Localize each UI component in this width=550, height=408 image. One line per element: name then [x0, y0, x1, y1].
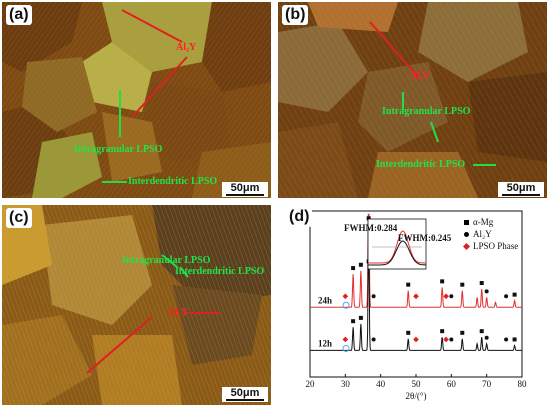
micrograph-b-image: [278, 2, 547, 198]
lpso-marker: [342, 293, 349, 300]
al2y-marker: [484, 289, 489, 294]
arrow-al2y-a2: [131, 56, 188, 118]
x-tick-label: 50: [412, 379, 422, 389]
lpso-marker: [413, 293, 419, 300]
xrd-chart: 20 30 40 50 60 70 80 2θ/(°) 24h 12h α-Mg Al₂Y LPSO P…: [306, 210, 528, 401]
arrow-al2y-c1: [86, 316, 153, 374]
x-tick-label: 20: [306, 379, 316, 389]
al2y-marker: [449, 337, 454, 342]
alpha-mg-marker: [406, 282, 411, 287]
x-tick-label: 40: [376, 379, 386, 389]
legend-marker-lpso: [462, 242, 471, 251]
alpha-mg-marker: [512, 292, 517, 297]
inset-curve-24h: [368, 230, 426, 264]
alpha-mg-marker: [406, 330, 411, 335]
panel-label-c: (c): [6, 208, 32, 228]
micrograph-c-image: [2, 205, 271, 405]
legend-label: LPSO Phase: [473, 241, 518, 251]
scale-label-a: 50μm: [230, 182, 260, 194]
micrograph-panel-a: (a) Al₂Y Intragranular LPSO Interdendrit…: [2, 2, 271, 198]
scale-bar-a: 50μm: [222, 182, 268, 197]
alpha-mg-marker: [351, 266, 356, 271]
legend-label: Al₂Y: [473, 229, 492, 239]
al2y-marker: [504, 337, 509, 342]
alpha-mg-marker: [512, 337, 517, 342]
micrograph-a-image: [2, 2, 271, 198]
x-tick-label: 30: [341, 379, 351, 389]
series-line-24h: [310, 213, 522, 308]
lpso-ring-marker: [342, 344, 350, 352]
annotation-interdendritic-c: Interdendritic LPSO: [175, 266, 265, 277]
panel-label-a: (a): [6, 5, 32, 25]
annotation-intragranular-c: Intragranular LPSO: [122, 255, 211, 266]
x-tick-label: 60: [447, 379, 457, 389]
scale-bar-b: 50μm: [498, 182, 544, 197]
alpha-mg-marker: [358, 315, 363, 320]
inset-label-1: FWHM:0.284: [344, 223, 398, 233]
alpha-mg-marker: [351, 319, 356, 324]
lpso-marker: [342, 336, 349, 343]
alpha-mg-marker: [479, 329, 484, 334]
arrow-lpso-c2: [179, 266, 189, 278]
annotation-intragranular-b: Intragranular LPSO: [382, 106, 471, 117]
alpha-mg-marker: [460, 330, 465, 335]
al2y-marker: [449, 294, 454, 299]
lpso-marker: [443, 293, 449, 300]
scale-bar-c: 50μm: [222, 387, 268, 402]
annotation-al2y-b: Al₂Y: [410, 70, 431, 81]
x-tick-label: 70: [482, 379, 492, 389]
lpso-marker: [413, 336, 419, 343]
alpha-mg-marker: [460, 282, 465, 287]
annotation-al2y-a: Al₂Y: [176, 42, 197, 53]
alpha-mg-marker: [440, 279, 445, 284]
al2y-marker: [371, 294, 376, 299]
al2y-marker: [484, 335, 489, 340]
inset-curve-12h: [368, 240, 427, 266]
annotation-interdendritic-a: Interdendritic LPSO: [128, 176, 218, 187]
inset-label-2: FWHM:0.245: [398, 233, 452, 243]
al2y-marker: [371, 337, 376, 342]
scale-label-c: 50μm: [230, 387, 260, 399]
lpso-marker: [443, 336, 449, 343]
series-line-12h: [310, 237, 522, 351]
x-tick-label: 80: [518, 379, 528, 389]
alpha-mg-marker: [479, 281, 484, 286]
series-label-24h: 24h: [318, 295, 332, 305]
panel-label-b: (b): [282, 5, 309, 25]
xrd-chart-panel: (d) 20 30 40 50 60 70 80 2θ/(°) 24h 12h α-Mg Al₂Y LP…: [278, 205, 548, 405]
micrograph-panel-c: (c) Intragranular LPSO Interdendritic LP…: [2, 205, 271, 405]
alpha-mg-marker: [358, 262, 363, 267]
alpha-mg-marker: [440, 329, 445, 334]
legend-marker-alpha-mg: [464, 220, 469, 225]
arrow-lpso-b2: [430, 121, 439, 143]
legend-label: α-Mg: [473, 217, 494, 227]
annotation-interdendritic-b: Interdendritic LPSO: [376, 159, 466, 170]
alpha-mg-marker: [366, 216, 371, 221]
arrow-lpso-c1: [161, 254, 178, 268]
panel-label-d: (d): [286, 207, 313, 227]
x-axis-label: 2θ/(°): [406, 391, 427, 401]
scale-label-b: 50μm: [506, 182, 536, 194]
series-label-12h: 12h: [318, 338, 332, 348]
lpso-ring-marker: [342, 301, 350, 309]
arrow-al2y-a1: [121, 9, 183, 43]
legend-marker-al2y: [464, 232, 469, 237]
arrow-al2y-b: [369, 21, 419, 78]
micrograph-panel-b: (b) Al₂Y Intragranular LPSO Interdendrit…: [278, 2, 547, 198]
annotation-al2y-c: Al₂Y: [168, 307, 189, 318]
annotation-intragranular-a: Intragranular LPSO: [74, 144, 163, 155]
al2y-marker: [504, 294, 509, 299]
